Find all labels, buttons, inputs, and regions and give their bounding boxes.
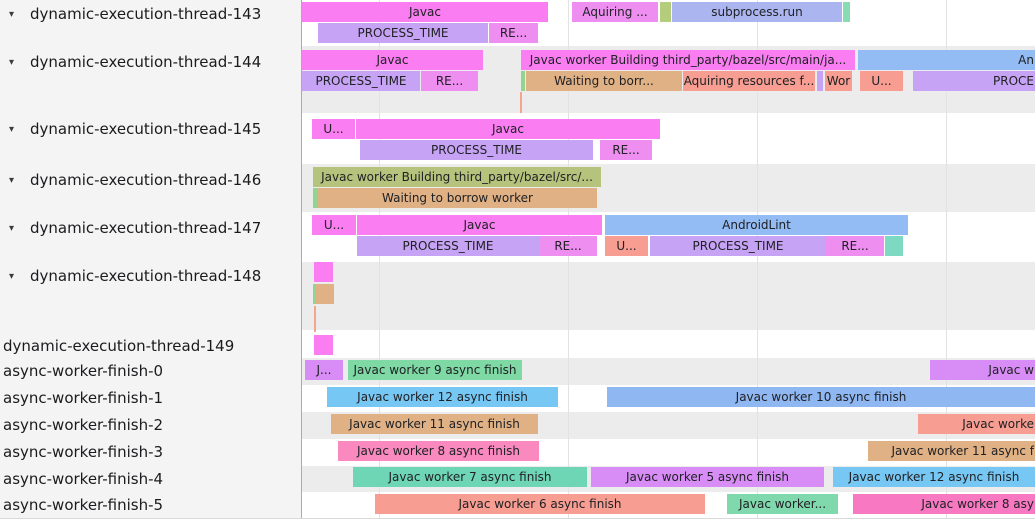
track-row-dynamic-execution-thread-143[interactable]: ▾ dynamic-execution-thread-143 (0, 4, 301, 24)
track-row-async-worker-finish-4: async-worker-finish-4 (0, 469, 301, 489)
trace-slice[interactable]: U... (860, 71, 903, 91)
trace-slice[interactable]: Javac (302, 2, 548, 22)
track-row-async-worker-finish-3: async-worker-finish-3 (0, 442, 301, 462)
row-band (302, 262, 1035, 330)
track-label: dynamic-execution-thread-147 (30, 219, 262, 237)
trace-slice-sliver[interactable] (316, 284, 334, 304)
trace-slice-sliver[interactable] (660, 2, 671, 22)
time-gridline (946, 0, 947, 518)
trace-slice[interactable]: PROCESS_TIME (318, 23, 488, 43)
trace-slice-sliver[interactable] (313, 188, 318, 208)
time-gridline (568, 0, 569, 518)
trace-slice[interactable]: RE... (826, 236, 884, 256)
trace-slice-sliver[interactable] (521, 71, 525, 91)
trace-slice[interactable]: Javac (357, 215, 602, 235)
trace-slice[interactable]: U... (312, 215, 356, 235)
track-label: dynamic-execution-thread-145 (30, 120, 262, 138)
time-gridline (757, 0, 758, 518)
trace-slice[interactable]: Javac worke (918, 414, 1035, 434)
track-label: async-worker-finish-3 (3, 443, 164, 461)
track-row-dynamic-execution-thread-144[interactable]: ▾ dynamic-execution-thread-144 (0, 52, 301, 72)
track-label: dynamic-execution-thread-149 (3, 337, 235, 355)
trace-slice[interactable]: PROCESS_TIME (302, 71, 420, 91)
track-label: dynamic-execution-thread-146 (30, 171, 262, 189)
trace-slice[interactable]: PROCESS_TIME (650, 236, 826, 256)
track-row-dynamic-execution-thread-149: dynamic-execution-thread-149 (0, 336, 301, 356)
collapse-arrow-icon[interactable]: ▾ (9, 174, 15, 186)
trace-slice[interactable]: Aquiring resources f... (683, 71, 815, 91)
track-label: dynamic-execution-thread-148 (30, 267, 262, 285)
trace-slice-sliver[interactable] (843, 2, 850, 22)
trace-slice-sliver[interactable] (313, 284, 316, 304)
track-label: dynamic-execution-thread-143 (30, 5, 262, 23)
trace-slice[interactable]: Javac w (930, 360, 1035, 380)
trace-slice[interactable]: RE... (489, 23, 538, 43)
collapse-arrow-icon[interactable]: ▾ (9, 222, 15, 234)
trace-instant-tick[interactable] (520, 92, 522, 113)
trace-slice[interactable]: U... (605, 236, 648, 256)
trace-instant-tick[interactable] (314, 306, 316, 332)
trace-slice[interactable]: Javac (356, 119, 660, 139)
trace-slice[interactable]: PROCE (913, 71, 1035, 91)
trace-slice-sliver[interactable] (817, 71, 823, 91)
trace-slice[interactable]: U... (312, 119, 355, 139)
timeline-bottom-divider (0, 518, 1035, 519)
trace-slice[interactable]: Javac worker Building third_party/bazel/… (313, 167, 601, 187)
track-row-async-worker-finish-5: async-worker-finish-5 (0, 495, 301, 515)
track-row-async-worker-finish-0: async-worker-finish-0 (0, 361, 301, 381)
track-row-dynamic-execution-thread-146[interactable]: ▾ dynamic-execution-thread-146 (0, 170, 301, 190)
trace-slice[interactable]: Javac worker... (727, 494, 838, 514)
trace-slice[interactable]: Wor (825, 71, 852, 91)
track-label: async-worker-finish-4 (3, 470, 164, 488)
trace-slice[interactable]: Javac worker 12 async finish (833, 467, 1035, 487)
trace-slice[interactable]: AndroidLint (605, 215, 908, 235)
track-label: async-worker-finish-1 (3, 389, 164, 407)
track-row-dynamic-execution-thread-148[interactable]: ▾ dynamic-execution-thread-148 (0, 266, 301, 286)
trace-slice[interactable]: J... (305, 360, 343, 380)
trace-slice-sliver[interactable] (314, 262, 333, 282)
track-row-async-worker-finish-2: async-worker-finish-2 (0, 415, 301, 435)
trace-slice-sliver[interactable] (885, 236, 903, 256)
collapse-arrow-icon[interactable]: ▾ (9, 8, 15, 20)
trace-slice[interactable]: Javac worker 8 async finish (338, 441, 539, 461)
trace-slice[interactable]: Javac worker 7 async finish (353, 467, 587, 487)
track-label: async-worker-finish-2 (3, 416, 164, 434)
trace-slice[interactable]: Javac worker 10 async finish (607, 387, 1035, 407)
track-row-dynamic-execution-thread-147[interactable]: ▾ dynamic-execution-thread-147 (0, 218, 301, 238)
track-label: dynamic-execution-thread-144 (30, 53, 262, 71)
trace-slice[interactable]: Waiting to borr... (526, 71, 682, 91)
collapse-arrow-icon[interactable]: ▾ (9, 56, 15, 68)
trace-slice[interactable]: Aquiring ... (572, 2, 658, 22)
trace-slice[interactable]: Javac worker 11 async finish (331, 414, 538, 434)
trace-slice[interactable]: PROCESS_TIME (360, 140, 593, 160)
trace-slice[interactable]: An (858, 50, 1035, 70)
trace-slice[interactable]: Javac worker Building third_party/bazel/… (521, 50, 855, 70)
trace-slice[interactable]: PROCESS_TIME (357, 236, 539, 256)
time-gridline (379, 0, 380, 518)
track-row-async-worker-finish-1: async-worker-finish-1 (0, 388, 301, 408)
trace-slice[interactable]: Javac worker 9 async finish (348, 360, 522, 380)
trace-slice[interactable]: Javac worker 5 async finish (591, 467, 824, 487)
trace-slice[interactable]: subprocess.run (672, 2, 842, 22)
trace-slice[interactable]: Javac worker 8 asy (853, 494, 1035, 514)
trace-slice[interactable]: RE... (539, 236, 597, 256)
track-row-dynamic-execution-thread-145[interactable]: ▾ dynamic-execution-thread-145 (0, 119, 301, 139)
collapse-arrow-icon[interactable]: ▾ (9, 270, 15, 282)
collapse-arrow-icon[interactable]: ▾ (9, 123, 15, 135)
track-name-sidebar: ▾ dynamic-execution-thread-143 ▾ dynamic-ex… (0, 0, 302, 518)
trace-slice[interactable]: Javac worker 11 async f (868, 441, 1035, 461)
trace-slice[interactable]: Javac (302, 50, 483, 70)
trace-slice[interactable]: Waiting to borrow worker (318, 188, 597, 208)
trace-slice[interactable]: Javac worker 6 async finish (375, 494, 705, 514)
trace-slice[interactable]: RE... (421, 71, 478, 91)
trace-slice[interactable]: RE... (600, 140, 652, 160)
trace-slice[interactable]: Javac worker 12 async finish (327, 387, 558, 407)
track-label: async-worker-finish-5 (3, 496, 164, 514)
trace-slice-sliver[interactable] (314, 335, 333, 355)
track-label: async-worker-finish-0 (3, 362, 164, 380)
